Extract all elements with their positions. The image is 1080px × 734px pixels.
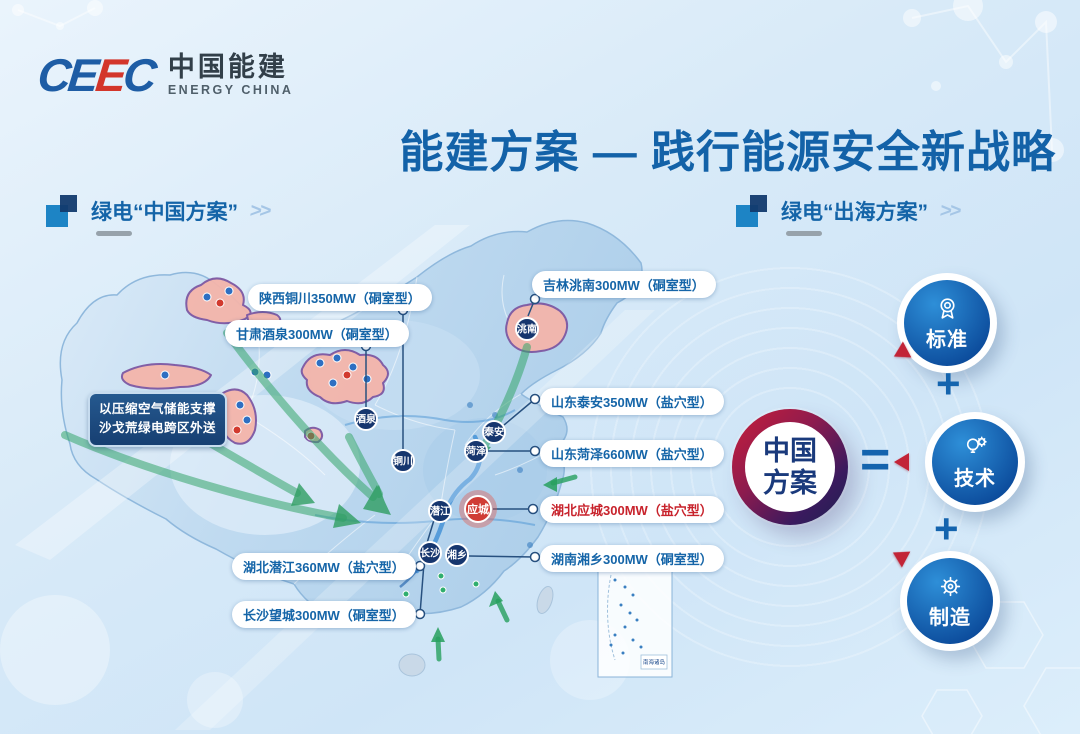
header-underline	[786, 231, 822, 236]
note-line1: 以压缩空气储能支撑	[99, 402, 217, 416]
project-label-taian: 山东泰安350MW（盐穴型）	[540, 388, 724, 415]
squares-icon	[736, 195, 769, 227]
page-title: 能建方案 — 践行能源安全新战略	[399, 128, 1056, 177]
taiwan-island	[536, 586, 554, 614]
city-marker-heze: 菏泽	[464, 439, 488, 463]
gear-icon	[940, 576, 960, 596]
logo-name-cn: 中国能建	[167, 52, 288, 83]
logo-name-en: ENERGY CHINA	[167, 83, 294, 98]
ceec-logo-mark: CEEC	[35, 49, 157, 101]
project-label-heze: 山东菏泽660MW（盐穴型）	[540, 440, 724, 467]
svg-text:酒泉: 酒泉	[356, 413, 377, 426]
svg-text:泰安: 泰安	[483, 426, 504, 439]
header-underline	[96, 231, 132, 236]
project-label-tongchuan: 陕西铜川350MW（硐室型）	[248, 284, 432, 311]
svg-text:铜川: 铜川	[393, 455, 413, 468]
medal-icon	[939, 297, 955, 319]
red-arrow-icon	[888, 544, 911, 568]
south-china-sea-inset: 南海诸岛	[597, 564, 673, 678]
svg-text:长沙: 长沙	[420, 547, 440, 560]
plus-sign: +	[934, 505, 959, 552]
svg-text:湘乡: 湘乡	[447, 549, 467, 562]
project-label-xiangxiang: 湖南湘乡300MW（硐室型）	[540, 545, 724, 572]
hub-line1: 中国	[763, 435, 817, 466]
orb-label-manufacturing: 制造	[929, 606, 971, 629]
city-marker-changsha: 长沙	[418, 541, 442, 565]
equals-sign: =	[860, 431, 891, 489]
innovation-icon	[966, 436, 987, 453]
ceec-logo: CEEC 中国能建 ENERGY CHINA	[35, 49, 294, 101]
orb-label-technology: 技术	[954, 467, 996, 490]
hainan-island	[398, 653, 426, 677]
project-label-jiuquan: 甘肃酒泉300MW（硐室型）	[225, 320, 409, 347]
section-label-domestic: 绿电“中国方案”	[91, 201, 238, 224]
section-header-overseas: 绿电“出海方案” >>	[736, 195, 961, 227]
city-marker-xiangxiang: 湘乡	[445, 543, 469, 567]
svg-text:应城: 应城	[467, 502, 489, 516]
desert-base-note: 以压缩空气储能支撑 沙戈荒绿电跨区外送	[88, 392, 228, 447]
project-label-yingcheng: 湖北应城300MW（盐穴型）	[540, 496, 724, 523]
section-header-domestic: 绿电“中国方案” >>	[46, 195, 271, 227]
chevrons-icon: >>	[938, 199, 961, 222]
hub-line2: 方案	[763, 468, 817, 498]
city-marker-jiuquan: 酒泉	[354, 407, 378, 431]
project-label-wangcheng: 长沙望城300MW（硐室型）	[232, 601, 416, 628]
svg-text:潜江: 潜江	[430, 505, 450, 518]
note-line2: 沙戈荒绿电跨区外送	[99, 421, 217, 436]
svg-text:洮南: 洮南	[517, 323, 537, 336]
orb-manufacturing: 制造	[900, 551, 1000, 651]
orb-standards: 标准	[897, 273, 997, 373]
svg-text:南海诸岛: 南海诸岛	[643, 658, 666, 666]
red-arrow-icon	[894, 453, 909, 471]
city-marker-taian: 泰安	[482, 420, 506, 444]
orb-technology: 技术	[925, 412, 1025, 512]
squares-icon	[46, 195, 79, 227]
china-solution-hub: 中国 方案	[732, 409, 848, 525]
section-label-overseas: 绿电“出海方案”	[781, 201, 928, 224]
project-label-qianjiang: 湖北潜江360MW（盐穴型）	[232, 553, 416, 580]
orb-label-standards: 标准	[926, 328, 968, 351]
project-label-taonan: 吉林洮南300MW（硐室型）	[532, 271, 716, 298]
city-marker-tongchuan: 铜川	[391, 449, 415, 473]
city-marker-yingcheng: 应城	[459, 490, 497, 528]
svg-text:菏泽: 菏泽	[466, 445, 486, 458]
plus-sign: +	[936, 360, 961, 407]
city-marker-taonan: 洮南	[515, 317, 539, 341]
chevrons-icon: >>	[248, 199, 271, 222]
city-marker-qianjiang: 潜江	[428, 499, 452, 523]
